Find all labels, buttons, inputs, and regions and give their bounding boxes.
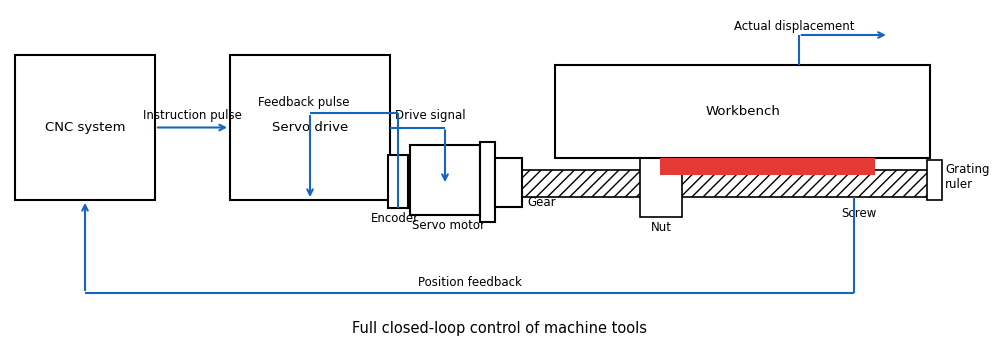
Text: Full closed-loop control of machine tools: Full closed-loop control of machine tool… [352,321,648,336]
Text: Grating
ruler: Grating ruler [945,163,990,191]
Text: CNC system: CNC system [45,121,125,134]
Bar [15,55,155,200]
Text: Instruction pulse: Instruction pulse [143,109,242,121]
Bar [388,155,408,208]
Bar [230,55,390,200]
Bar [640,157,682,217]
Bar [480,142,495,222]
Text: Position feedback: Position feedback [418,276,521,289]
Text: Nut: Nut [650,221,672,234]
Text: Screw: Screw [841,207,877,220]
Bar [555,65,930,158]
Text: Drive signal: Drive signal [395,109,466,121]
Text: Servo motor: Servo motor [412,219,484,232]
Bar [660,158,875,175]
Bar [522,170,930,197]
Text: Feedback pulse: Feedback pulse [258,96,350,109]
Bar [410,145,480,215]
Text: Gear: Gear [527,196,556,209]
Text: Encoder: Encoder [371,212,419,225]
Bar [495,158,522,207]
Text: Workbench: Workbench [705,105,780,118]
Bar [927,160,942,200]
Text: Actual displacement: Actual displacement [734,20,854,33]
Text: Servo drive: Servo drive [272,121,348,134]
